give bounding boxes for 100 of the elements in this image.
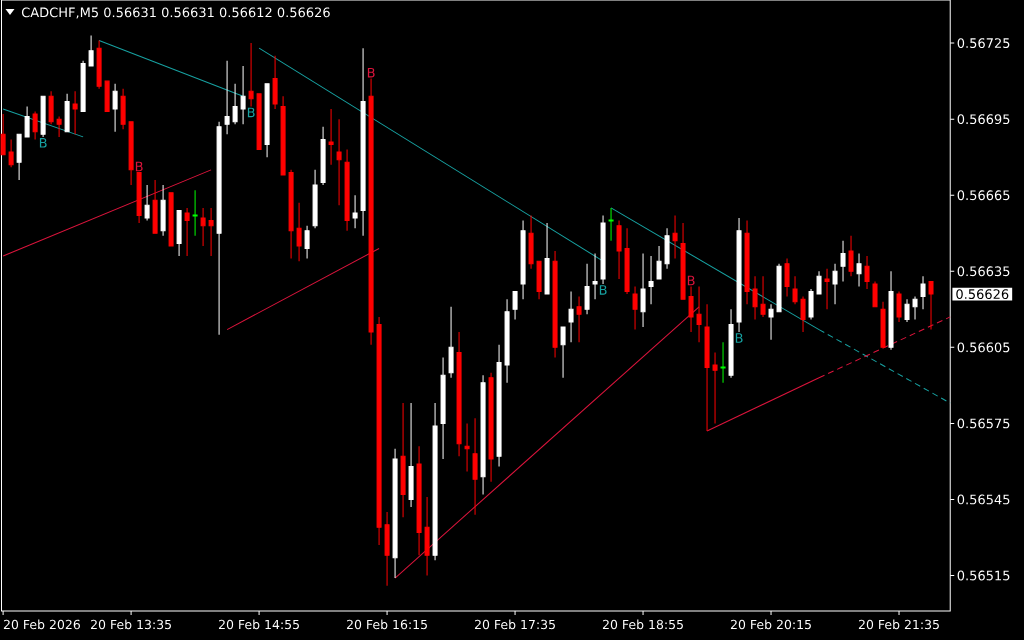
candlestick — [544, 222, 550, 295]
candlestick — [624, 227, 630, 295]
candlestick — [872, 280, 878, 308]
x-tick-label: 20 Feb 18:55 — [602, 619, 683, 630]
candlestick — [192, 189, 198, 237]
candlestick — [760, 275, 766, 318]
candlestick — [184, 207, 190, 257]
x-tick-label: 20 Feb 13:35 — [91, 619, 171, 630]
candlestick — [896, 291, 902, 323]
annotation: B — [39, 138, 47, 148]
candlestick — [320, 126, 326, 186]
candlestick — [512, 291, 518, 320]
candlestick — [0, 113, 6, 156]
candlestick — [552, 250, 558, 358]
candlestick — [208, 207, 214, 257]
candlestick — [224, 60, 230, 135]
candlestick — [104, 80, 110, 113]
candlestick — [360, 47, 366, 237]
candlestick — [568, 291, 574, 343]
x-tick-label: 20 Feb 14:55 — [218, 619, 299, 630]
candlestick — [600, 215, 606, 285]
candlestick — [880, 301, 886, 348]
x-tick-label: 20 Feb 16:15 — [346, 619, 427, 630]
candlestick — [8, 138, 14, 168]
candlestick — [472, 417, 478, 516]
candlestick — [776, 263, 782, 313]
candlestick — [448, 306, 454, 379]
candlestick — [576, 296, 582, 343]
annotation: B — [735, 333, 743, 343]
candlestick — [736, 217, 742, 333]
candlestick — [232, 83, 238, 125]
candlestick — [824, 268, 830, 310]
text: CADCHF,M5 0.56631 0.56631 0.56612 0.56626 — [21, 7, 330, 19]
candlestick — [728, 308, 734, 379]
candlestick — [304, 225, 310, 260]
candlestick — [176, 209, 182, 257]
candlestick — [840, 240, 846, 282]
candlestick — [456, 331, 462, 457]
candlestick — [664, 227, 670, 270]
candlestick — [328, 108, 334, 166]
candlestick — [464, 422, 470, 473]
candlestick — [384, 511, 390, 587]
candlestick — [216, 121, 222, 336]
candlestick — [112, 83, 118, 133]
x-tick-label: 20 Feb 20:15 — [730, 619, 811, 630]
candlestick — [136, 171, 142, 224]
candlestick — [416, 445, 422, 556]
y-tick-label: 0.56665 — [957, 190, 1010, 201]
candlestick — [536, 260, 542, 300]
candlestick — [792, 275, 798, 305]
candlestick — [32, 111, 38, 140]
candlestick — [56, 116, 62, 138]
candlestick — [256, 93, 262, 151]
candlestick — [200, 207, 206, 247]
candlestick — [528, 215, 534, 270]
candlestick — [592, 253, 598, 300]
x-tick-label: 20 Feb 21:35 — [858, 619, 939, 630]
candlestick — [16, 133, 22, 181]
candlestick — [920, 275, 926, 310]
candlestick — [336, 118, 342, 206]
candlestick — [432, 402, 438, 561]
candlestick — [712, 351, 718, 424]
candlestick — [296, 202, 302, 262]
candlestick — [40, 95, 46, 138]
candlestick — [272, 55, 278, 110]
candlestick — [144, 184, 150, 222]
candlestick — [584, 263, 590, 315]
candlestick — [560, 326, 566, 379]
candlestick — [816, 270, 822, 295]
candlestick — [248, 42, 254, 107]
candlestick — [392, 448, 398, 579]
y-tick-label: 0.56515 — [957, 570, 1010, 581]
y-tick-label: 0.56635 — [957, 266, 1010, 277]
candlestick — [688, 285, 694, 333]
candlestick — [400, 402, 406, 518]
candlestick — [312, 169, 318, 229]
annotation: B — [687, 275, 695, 286]
candlestick — [160, 184, 166, 237]
candlestick — [672, 215, 678, 260]
annotation: B — [599, 285, 607, 295]
y-tick-label: 0.56545 — [957, 494, 1010, 505]
candlestick — [128, 121, 134, 186]
candlestick — [800, 296, 806, 333]
candlestick — [520, 220, 526, 300]
candlestick — [856, 253, 862, 287]
candlestick — [440, 356, 446, 460]
candlestick — [656, 245, 662, 280]
candlestick — [48, 90, 54, 125]
candlestick — [72, 90, 78, 135]
candlestick — [808, 288, 814, 320]
candlestick — [632, 285, 638, 331]
candlestick — [168, 192, 174, 247]
candlestick — [832, 263, 838, 305]
candlestick — [864, 255, 870, 290]
annotation: 0.56626 — [956, 289, 1009, 300]
candlestick — [488, 372, 494, 483]
y-tick-label: 0.56695 — [957, 114, 1010, 125]
candlestick — [696, 285, 702, 343]
candlestick — [80, 60, 86, 113]
candlestick — [376, 316, 382, 546]
